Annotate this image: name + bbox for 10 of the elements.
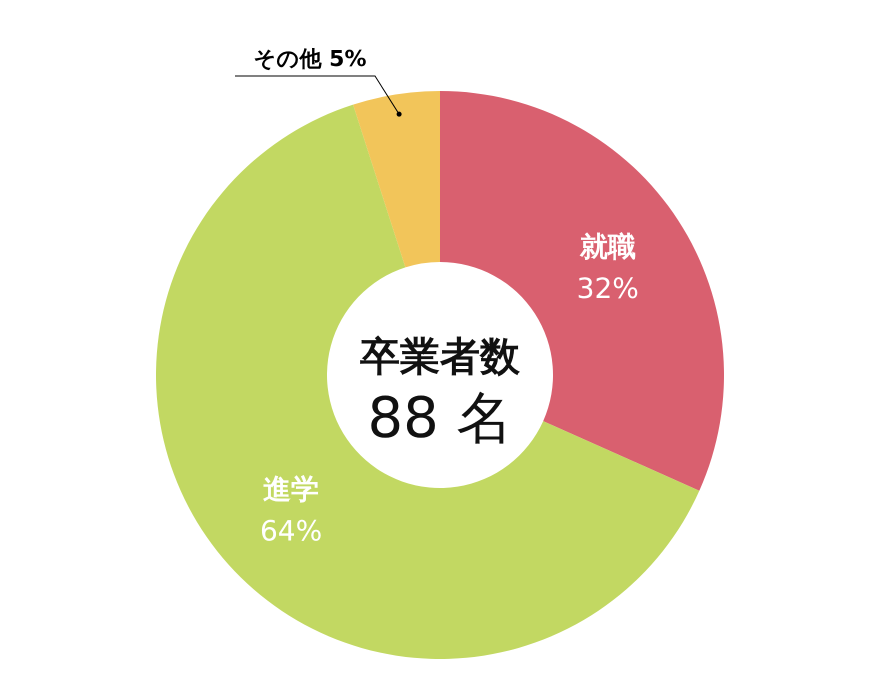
slice-label: 進学 [263,472,320,506]
donut-slice [353,91,440,268]
text: 卒業者数 [359,334,521,380]
donut-slice [156,104,700,659]
text: 88 名 [367,386,513,451]
slice-label: 就職 [578,230,636,264]
data-label: 32% [576,272,639,306]
slice-label: その他 5% [253,47,367,72]
data-label: 64% [260,514,322,548]
donut-slice [440,91,724,491]
